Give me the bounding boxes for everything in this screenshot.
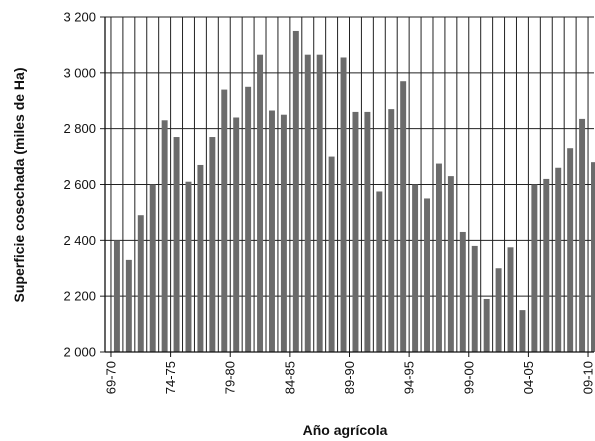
bar-73-74 (161, 120, 168, 353)
bar-72-73 (149, 184, 156, 352)
x-tick-label: 69-70 (103, 361, 118, 394)
bar-08-09 (579, 118, 586, 352)
bar-86-87 (316, 54, 323, 352)
x-tick-label: 09-10 (581, 361, 595, 394)
x-tick-label: 94-95 (402, 361, 417, 394)
bar-71-72 (137, 215, 144, 352)
bar-88-89 (340, 57, 347, 353)
bar-07-08 (567, 148, 574, 352)
x-tick-label: 99-00 (461, 361, 476, 394)
bar-01-02 (495, 268, 502, 352)
bars (113, 30, 595, 353)
y-tick-label: 3 200 (63, 10, 96, 25)
bar-75-76 (185, 181, 192, 352)
x-tick-label: 89-90 (342, 361, 357, 394)
bar-03-04 (519, 310, 526, 352)
y-tick-labels: 2 000 2 200 2 400 2 600 2 800 3 000 3 200 (63, 10, 96, 360)
bar-00-01 (483, 298, 490, 352)
bar-98-99 (459, 231, 466, 352)
bar-77-78 (209, 137, 216, 352)
bar-94-95 (412, 184, 419, 352)
y-tick-label: 3 000 (63, 65, 96, 80)
bar-06-07 (555, 167, 562, 352)
bar-69-70 (113, 240, 120, 352)
bar-97-98 (447, 176, 454, 352)
y-tick-label: 2 000 (63, 345, 96, 360)
bar-84-85 (292, 30, 299, 352)
axes (100, 16, 594, 357)
bar-81-82 (257, 54, 264, 352)
bar-82-83 (268, 110, 275, 352)
bar-70-71 (125, 259, 132, 352)
x-tick-label: 04-05 (521, 361, 536, 394)
bar-99-00 (471, 245, 478, 352)
y-tick-label: 2 600 (63, 177, 96, 192)
bar-91-92 (376, 191, 383, 352)
y-tick-label: 2 800 (63, 121, 96, 136)
x-axis-title: Año agrícola (303, 422, 388, 438)
y-tick-label: 2 200 (63, 289, 96, 304)
bar-04-05 (531, 184, 538, 352)
bar-95-96 (424, 198, 431, 352)
y-tick-label: 2 400 (63, 233, 96, 248)
grid (105, 16, 594, 353)
x-tick-label: 84-85 (282, 361, 297, 394)
bar-87-88 (328, 156, 335, 352)
y-axis-title: Superficie cosechada (miles de Ha) (11, 68, 27, 303)
bar-09-10 (591, 162, 595, 352)
bar-90-91 (364, 111, 371, 353)
bar-05-06 (543, 178, 550, 352)
bar-76-77 (197, 164, 204, 352)
bar-83-84 (280, 114, 287, 352)
x-tick-label: 79-80 (223, 361, 238, 394)
bar-02-03 (507, 247, 514, 352)
x-tick-label: 74-75 (163, 361, 178, 394)
bar-92-93 (388, 109, 395, 352)
bar-89-90 (352, 111, 359, 353)
bar-93-94 (400, 81, 407, 352)
bar-74-75 (173, 137, 180, 352)
bar-78-79 (221, 89, 228, 352)
bar-79-80 (233, 117, 240, 352)
bar-85-86 (304, 54, 311, 352)
x-tick-labels: 69-70 74-75 79-80 84-85 89-90 94-95 99-00 04-05… (103, 361, 595, 394)
bar-96-97 (435, 163, 442, 352)
bar-80-81 (245, 86, 252, 353)
